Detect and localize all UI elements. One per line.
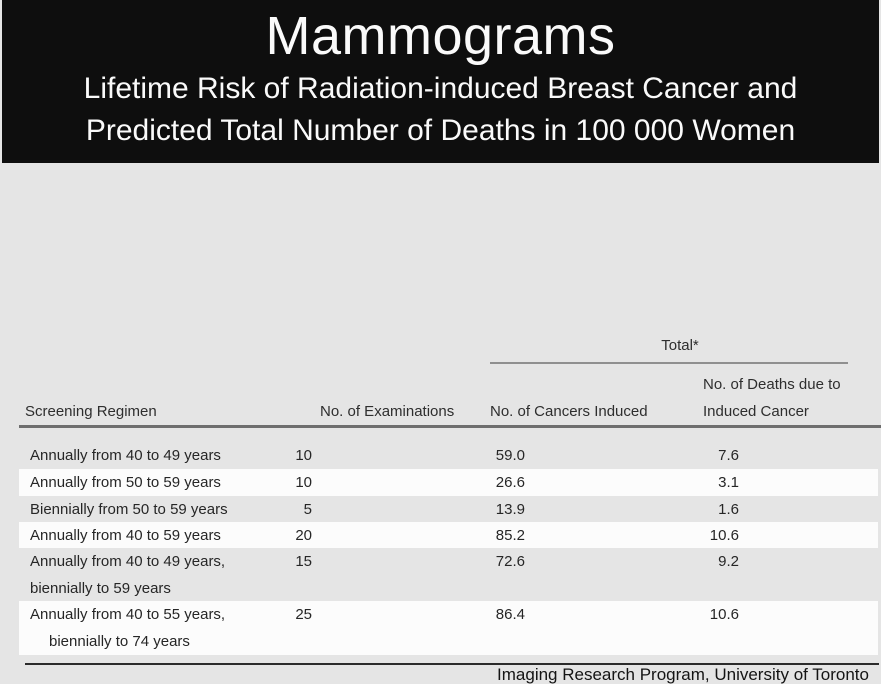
table-bottom-rule (25, 663, 879, 665)
cancers-cell: 86.4 (495, 606, 525, 623)
examinations-cell: 15 (295, 553, 312, 570)
column-header-screening-regimen: Screening Regimen (25, 403, 157, 420)
examinations-cell: 5 (303, 500, 312, 518)
column-header-cancers-induced: No. of Cancers Induced (490, 403, 648, 420)
examinations-cell: 10 (295, 474, 312, 491)
cancers-cell: 26.6 (495, 474, 525, 491)
table-rows: Annually from 40 to 49 years 10 59.0 7.6 Ann… (0, 431, 881, 655)
subtitle-line-1: Lifetime Risk of Radiation-induced Breas… (83, 72, 798, 105)
regimen-cell: Annually from 40 to 55 years, biennially … (0, 601, 250, 655)
table-row: Annually from 50 to 59 years 10 26.6 3.1 (0, 469, 881, 496)
regimen-line: biennially to 74 years (49, 633, 190, 650)
regimen-cell: Annually from 40 to 49 years (0, 447, 250, 464)
subtitle-line-2: Predicted Total Number of Deaths in 100 … (85, 114, 796, 147)
regimen-line: biennially to 59 years (30, 580, 171, 597)
regimen-line: Annually from 50 to 59 years (30, 474, 221, 491)
regimen-cell: Annually from 40 to 59 years (0, 527, 250, 544)
regimen-line: Annually from 40 to 59 years (30, 526, 221, 544)
header-rule (19, 425, 881, 428)
regimen-line: Annually from 40 to 49 years, (30, 553, 226, 570)
table-row: Annually from 40 to 55 years, biennially … (0, 601, 881, 655)
table-row: Annually from 40 to 49 years 10 59.0 7.6 (0, 431, 881, 469)
deaths-cell: 1.6 (718, 500, 739, 518)
column-header-deaths-line-1: No. of Deaths due to (703, 376, 841, 393)
regimen-cell: Annually from 40 to 49 years, biennially … (0, 548, 250, 602)
regimen-line: Biennially from 50 to 59 years (30, 500, 228, 518)
cancers-cell: 85.2 (495, 526, 525, 544)
examinations-cell: 20 (295, 526, 312, 544)
regimen-cell: Annually from 50 to 59 years (0, 474, 250, 491)
column-header-examinations: No. of Examinations (320, 403, 455, 420)
slide-header: Mammograms Lifetime Risk of Radiation-in… (2, 0, 879, 163)
deaths-cell: 3.1 (718, 474, 739, 491)
deaths-cell: 7.6 (718, 446, 739, 464)
column-header-deaths-line-2: Induced Cancer (703, 403, 809, 420)
regimen-line: Annually from 40 to 49 years (30, 446, 221, 464)
table-row: Biennially from 50 to 59 years 5 13.9 1.6 (0, 496, 881, 522)
total-spanner-header: Total* (661, 337, 699, 354)
regimen-line: Annually from 40 to 55 years, (30, 606, 226, 623)
deaths-cell: 10.6 (709, 526, 739, 544)
deaths-cell: 9.2 (718, 553, 739, 570)
cancers-cell: 13.9 (495, 500, 525, 518)
page-title: Mammograms (265, 6, 616, 66)
table-row: Annually from 40 to 59 years 20 85.2 10.6 (0, 522, 881, 548)
cancers-cell: 59.0 (495, 446, 525, 464)
total-spanner-rule (490, 362, 848, 364)
column-header-deaths: No. of Deaths due to Induced Cancer (703, 371, 841, 425)
table-row: Annually from 40 to 49 years, biennially … (0, 548, 881, 601)
examinations-cell: 10 (295, 446, 312, 464)
cancers-cell: 72.6 (495, 553, 525, 570)
deaths-cell: 10.6 (709, 606, 739, 623)
examinations-cell: 25 (295, 606, 312, 623)
data-table: Total* Screening Regimen No. of Examinat… (0, 163, 881, 684)
credit-text: Imaging Research Program, University of … (497, 665, 869, 684)
regimen-cell: Biennially from 50 to 59 years (0, 501, 250, 518)
